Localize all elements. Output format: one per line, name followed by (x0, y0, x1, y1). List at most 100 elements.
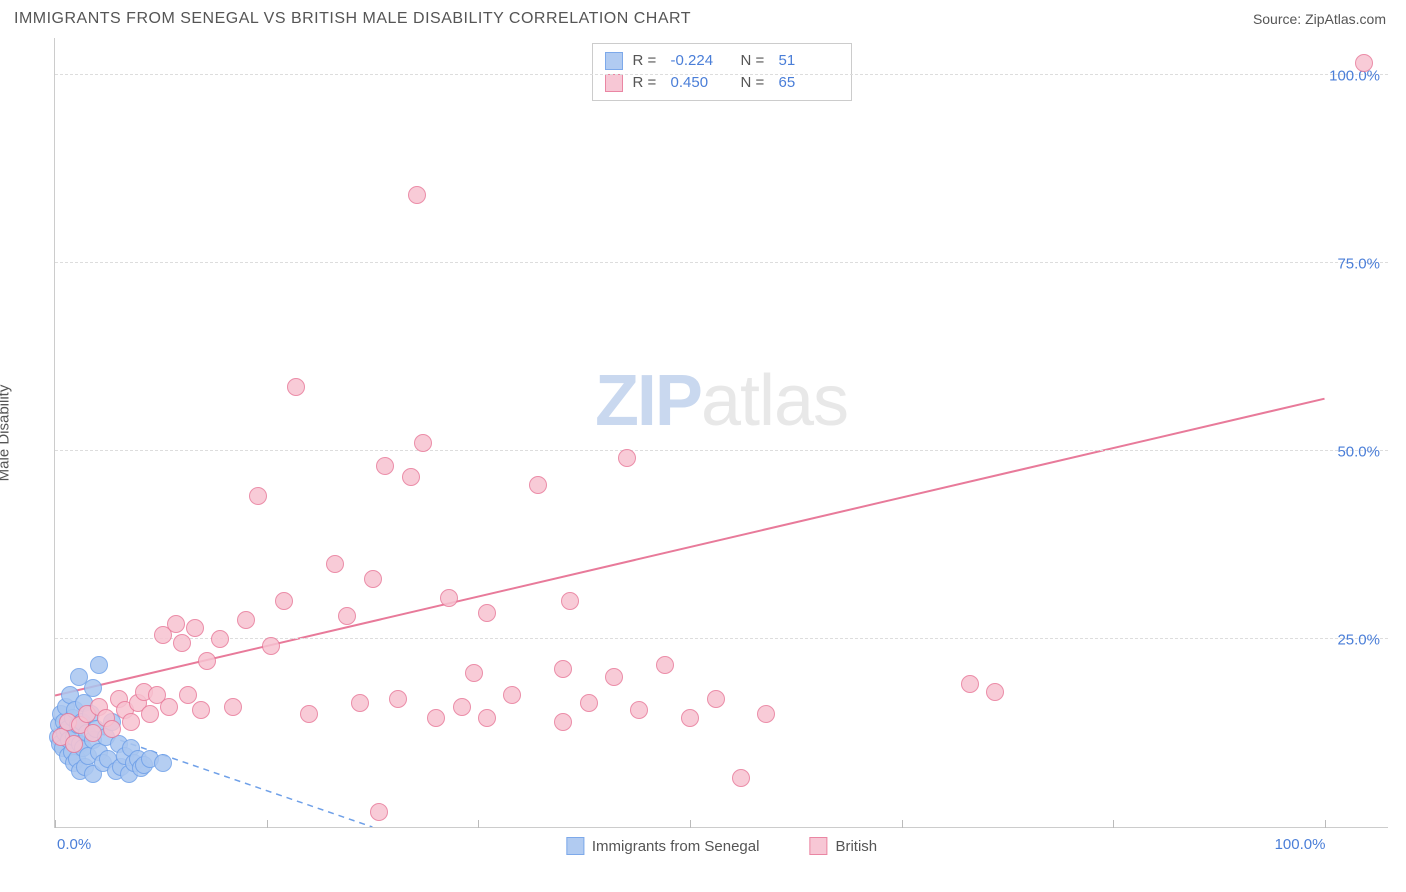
x-tick (1113, 820, 1114, 828)
watermark-zip: ZIP (595, 361, 701, 441)
x-tick (902, 820, 903, 828)
n-value-british: 65 (779, 72, 839, 94)
scatter-point-senegal (84, 679, 102, 697)
scatter-point-british (275, 592, 293, 610)
chart-header: IMMIGRANTS FROM SENEGAL VS BRITISH MALE … (0, 0, 1406, 34)
r-label: R = (633, 72, 661, 94)
scatter-plot: ZIPatlas R = -0.224 N = 51 R = 0.450 N =… (54, 38, 1388, 828)
legend-item-british: British (809, 837, 877, 855)
gridline-h (55, 450, 1388, 451)
scatter-point-british (65, 735, 83, 753)
scatter-point-british (732, 769, 750, 787)
scatter-point-senegal (154, 754, 172, 772)
chart-title: IMMIGRANTS FROM SENEGAL VS BRITISH MALE … (14, 10, 691, 28)
scatter-point-british (605, 668, 623, 686)
scatter-point-british (427, 709, 445, 727)
scatter-point-british (370, 803, 388, 821)
scatter-point-british (211, 630, 229, 648)
legend-label-british: British (835, 838, 877, 855)
legend-series: Immigrants from Senegal British (566, 837, 877, 855)
scatter-point-british (580, 694, 598, 712)
x-tick (55, 820, 56, 828)
scatter-point-british (478, 604, 496, 622)
scatter-point-british (173, 634, 191, 652)
r-value-senegal: -0.224 (671, 50, 731, 72)
scatter-point-british (707, 690, 725, 708)
scatter-point-british (103, 720, 121, 738)
scatter-point-british (440, 589, 458, 607)
r-label: R = (633, 50, 661, 72)
n-value-senegal: 51 (779, 50, 839, 72)
trend-line (99, 733, 372, 827)
scatter-point-british (503, 686, 521, 704)
gridline-h (55, 74, 1388, 75)
scatter-point-british (554, 660, 572, 678)
legend-label-senegal: Immigrants from Senegal (592, 838, 760, 855)
scatter-point-british (237, 611, 255, 629)
scatter-point-british (186, 619, 204, 637)
source-link[interactable]: ZipAtlas.com (1305, 11, 1386, 27)
scatter-point-british (326, 555, 344, 573)
x-tick-label: 0.0% (57, 836, 91, 853)
legend-item-senegal: Immigrants from Senegal (566, 837, 760, 855)
scatter-point-british (249, 487, 267, 505)
gridline-h (55, 262, 1388, 263)
y-tick-label: 50.0% (1337, 443, 1380, 460)
y-tick-label: 25.0% (1337, 631, 1380, 648)
x-tick (1325, 820, 1326, 828)
scatter-point-british (478, 709, 496, 727)
x-tick (267, 820, 268, 828)
swatch-senegal (605, 52, 623, 70)
scatter-point-british (141, 705, 159, 723)
trend-line (55, 399, 1325, 696)
scatter-point-british (408, 186, 426, 204)
scatter-point-british (167, 615, 185, 633)
legend-row-british: R = 0.450 N = 65 (605, 72, 839, 94)
scatter-point-british (529, 476, 547, 494)
scatter-point-british (364, 570, 382, 588)
scatter-point-british (351, 694, 369, 712)
swatch-senegal (566, 837, 584, 855)
scatter-point-british (656, 656, 674, 674)
watermark-atlas: atlas (701, 361, 848, 441)
watermark: ZIPatlas (595, 360, 848, 442)
scatter-point-british (84, 724, 102, 742)
scatter-point-british (179, 686, 197, 704)
x-tick (690, 820, 691, 828)
scatter-point-british (287, 378, 305, 396)
scatter-point-british (757, 705, 775, 723)
gridline-h (55, 638, 1388, 639)
swatch-british (605, 74, 623, 92)
scatter-point-british (192, 701, 210, 719)
scatter-point-british (300, 705, 318, 723)
y-tick-label: 100.0% (1329, 67, 1380, 84)
y-axis-label: Male Disability (0, 385, 13, 482)
scatter-point-british (465, 664, 483, 682)
source-prefix: Source: (1253, 11, 1305, 27)
x-tick (478, 820, 479, 828)
chart-container: Male Disability ZIPatlas R = -0.224 N = … (14, 38, 1392, 828)
scatter-point-british (618, 449, 636, 467)
scatter-point-british (376, 457, 394, 475)
scatter-point-british (1355, 54, 1373, 72)
y-tick-label: 75.0% (1337, 255, 1380, 272)
n-label: N = (741, 72, 769, 94)
scatter-point-senegal (90, 656, 108, 674)
legend-correlation: R = -0.224 N = 51 R = 0.450 N = 65 (592, 43, 852, 101)
scatter-point-british (561, 592, 579, 610)
scatter-point-british (453, 698, 471, 716)
legend-row-senegal: R = -0.224 N = 51 (605, 50, 839, 72)
scatter-point-british (338, 607, 356, 625)
scatter-point-british (122, 713, 140, 731)
scatter-point-british (389, 690, 407, 708)
n-label: N = (741, 50, 769, 72)
scatter-point-british (224, 698, 242, 716)
scatter-point-british (681, 709, 699, 727)
x-tick-label: 100.0% (1275, 836, 1326, 853)
source-attribution: Source: ZipAtlas.com (1253, 11, 1386, 27)
scatter-point-british (630, 701, 648, 719)
r-value-british: 0.450 (671, 72, 731, 94)
scatter-point-british (961, 675, 979, 693)
scatter-point-british (414, 434, 432, 452)
trend-lines-layer (55, 38, 1388, 827)
